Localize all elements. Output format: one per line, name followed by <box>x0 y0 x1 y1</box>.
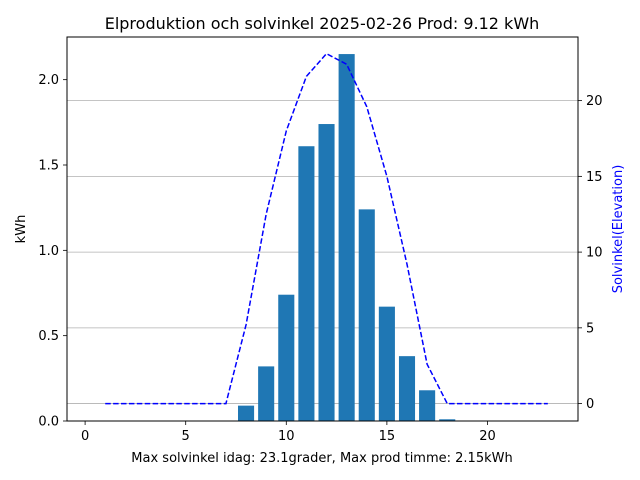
y-tick-label-2: 1.0 <box>38 244 59 259</box>
chart-title: Elproduktion och solvinkel 2025-02-26 Pr… <box>105 14 540 33</box>
y-tick-label-4: 2.0 <box>38 73 59 88</box>
y2-tick-label-1: 5 <box>586 321 594 336</box>
bar-hour-10 <box>278 294 295 421</box>
x-tick-label-15: 15 <box>379 429 396 444</box>
y2-tick-label-0: 0 <box>586 397 594 412</box>
bar-hour-15 <box>378 306 395 421</box>
bar-hour-17 <box>419 390 436 421</box>
elevation-line <box>105 52 548 405</box>
y2-axis-label: Solvinkel(Elevation) <box>611 165 626 294</box>
y-axis-label: kWh <box>14 215 29 244</box>
x-tick-label-0: 0 <box>81 429 89 444</box>
bar-hour-14 <box>358 209 375 421</box>
bar-hour-8 <box>238 405 255 421</box>
x-axis-label: Max solvinkel idag: 23.1grader, Max prod… <box>131 451 512 466</box>
bar-hour-9 <box>258 366 275 421</box>
x-axis: 0 5 10 15 20 <box>81 421 496 444</box>
x-tick-label-5: 5 <box>182 429 190 444</box>
bar-series <box>238 54 456 422</box>
bar-hour-16 <box>398 356 416 421</box>
y-axis-right: 0 5 10 15 20 <box>578 94 603 412</box>
y2-tick-label-4: 20 <box>586 94 603 109</box>
x-tick-label-20: 20 <box>479 429 496 444</box>
bar-hour-13 <box>338 54 355 422</box>
y-tick-label-3: 1.5 <box>38 159 59 174</box>
y2-tick-label-3: 15 <box>586 170 603 185</box>
y-tick-label-1: 0.5 <box>38 329 59 344</box>
y-axis-left: 0.0 0.5 1.0 1.5 2.0 <box>38 73 67 430</box>
bar-hour-12 <box>318 124 335 421</box>
x-tick-label-10: 10 <box>278 429 295 444</box>
elevation-series <box>105 52 548 405</box>
y-tick-label-0: 0.0 <box>38 415 59 430</box>
y2-tick-label-2: 10 <box>586 246 603 261</box>
plot-frame <box>66 36 579 422</box>
bar-hour-11 <box>298 146 315 421</box>
bar-hour-18 <box>439 419 456 421</box>
